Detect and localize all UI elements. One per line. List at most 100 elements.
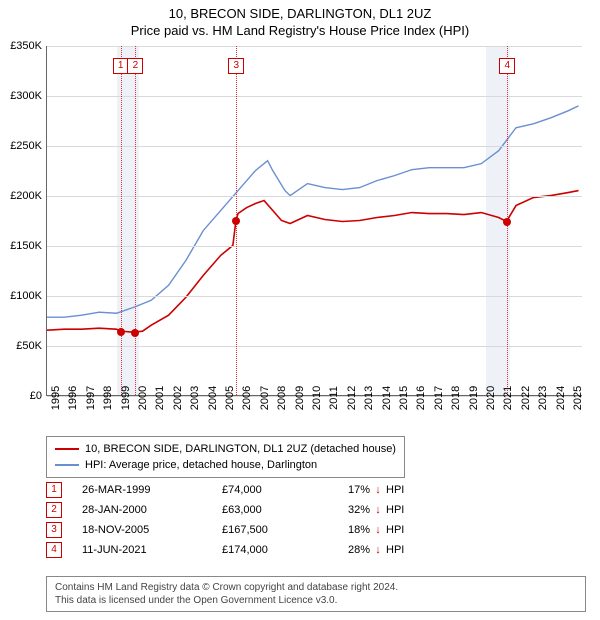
y-axis-tick: £300K <box>2 90 42 102</box>
event-pct: 28% <box>322 544 370 556</box>
gridline <box>47 296 582 297</box>
gridline <box>47 246 582 247</box>
x-axis-tick: 2006 <box>241 386 253 410</box>
x-axis-tick: 2007 <box>259 386 271 410</box>
event-hpi-label: HPI <box>386 504 416 516</box>
chart-title: 10, BRECON SIDE, DARLINGTON, DL1 2UZ Pri… <box>0 0 600 40</box>
x-axis-tick: 2025 <box>572 386 584 410</box>
event-price: £174,000 <box>222 544 322 556</box>
event-hpi-label: HPI <box>386 524 416 536</box>
x-axis-tick: 2020 <box>485 386 497 410</box>
event-hpi-label: HPI <box>386 544 416 556</box>
x-axis-tick: 2016 <box>415 386 427 410</box>
y-axis-tick: £50K <box>2 340 42 352</box>
x-axis-tick: 2018 <box>450 386 462 410</box>
x-axis-tick: 1998 <box>102 386 114 410</box>
event-marker-box: 1 <box>113 58 129 74</box>
y-axis-tick: £0 <box>2 390 42 402</box>
event-marker-box: 4 <box>499 58 515 74</box>
x-axis-tick: 2014 <box>381 386 393 410</box>
gridline <box>47 346 582 347</box>
y-axis-tick: £150K <box>2 240 42 252</box>
x-axis-tick: 2023 <box>537 386 549 410</box>
chart-plot-area: 12 3 4 <box>46 46 582 396</box>
x-axis-tick: 2009 <box>294 386 306 410</box>
x-axis-tick: 2019 <box>468 386 480 410</box>
event-hpi-label: HPI <box>386 484 416 496</box>
down-arrow-icon: ↓ <box>370 544 386 556</box>
x-axis-tick: 2001 <box>154 386 166 410</box>
legend-swatch <box>55 448 79 450</box>
y-axis-tick: £250K <box>2 140 42 152</box>
event-row: 2 28-JAN-2000£63,00032%↓HPI <box>46 500 416 520</box>
event-pct: 17% <box>322 484 370 496</box>
x-axis-tick: 2022 <box>520 386 532 410</box>
x-axis-tick: 1997 <box>85 386 97 410</box>
x-axis-tick: 2008 <box>276 386 288 410</box>
y-axis-tick: £350K <box>2 40 42 52</box>
event-number: 3 <box>46 522 62 538</box>
sale-dot <box>232 217 240 225</box>
title-address: 10, BRECON SIDE, DARLINGTON, DL1 2UZ <box>10 6 590 21</box>
title-subtitle: Price paid vs. HM Land Registry's House … <box>10 23 590 38</box>
x-axis-tick: 2004 <box>207 386 219 410</box>
y-axis-tick: £100K <box>2 290 42 302</box>
event-row: 3 18-NOV-2005£167,50018%↓HPI <box>46 520 416 540</box>
x-axis-tick: 2002 <box>172 386 184 410</box>
event-date: 11-JUN-2021 <box>82 544 222 556</box>
legend-label: 10, BRECON SIDE, DARLINGTON, DL1 2UZ (de… <box>85 441 396 457</box>
x-axis-tick: 2024 <box>555 386 567 410</box>
down-arrow-icon: ↓ <box>370 484 386 496</box>
event-row: 1 26-MAR-1999£74,00017%↓HPI <box>46 480 416 500</box>
legend: 10, BRECON SIDE, DARLINGTON, DL1 2UZ (de… <box>46 436 405 478</box>
x-axis-tick: 1999 <box>120 386 132 410</box>
gridline <box>47 146 582 147</box>
x-axis-tick: 2010 <box>311 386 323 410</box>
event-row: 4 11-JUN-2021£174,00028%↓HPI <box>46 540 416 560</box>
x-axis-tick: 1995 <box>50 386 62 410</box>
events-table: 126-MAR-1999£74,00017%↓HPI228-JAN-2000£6… <box>46 480 416 560</box>
attribution-footer: Contains HM Land Registry data © Crown c… <box>46 576 586 612</box>
x-axis-tick: 2012 <box>346 386 358 410</box>
sale-dot <box>131 329 139 337</box>
event-marker-box: 2 <box>127 58 143 74</box>
x-axis-tick: 2017 <box>433 386 445 410</box>
x-axis-tick: 2015 <box>398 386 410 410</box>
down-arrow-icon: ↓ <box>370 504 386 516</box>
gridline <box>47 196 582 197</box>
legend-swatch <box>55 464 79 466</box>
event-number: 4 <box>46 542 62 558</box>
sale-dot <box>503 218 511 226</box>
down-arrow-icon: ↓ <box>370 524 386 536</box>
event-marker-box: 3 <box>228 58 244 74</box>
event-date: 26-MAR-1999 <box>82 484 222 496</box>
event-date: 28-JAN-2000 <box>82 504 222 516</box>
event-price: £167,500 <box>222 524 322 536</box>
x-axis-tick: 2013 <box>363 386 375 410</box>
x-axis-tick: 2000 <box>137 386 149 410</box>
event-number: 1 <box>46 482 62 498</box>
chart-series-svg <box>47 46 582 395</box>
event-price: £74,000 <box>222 484 322 496</box>
event-vline <box>121 46 122 395</box>
series-line-hpi <box>47 106 579 317</box>
event-date: 18-NOV-2005 <box>82 524 222 536</box>
x-axis-tick: 1996 <box>67 386 79 410</box>
event-pct: 32% <box>322 504 370 516</box>
x-axis-tick: 2003 <box>189 386 201 410</box>
legend-item: 10, BRECON SIDE, DARLINGTON, DL1 2UZ (de… <box>55 441 396 457</box>
sale-dot <box>117 328 125 336</box>
footer-line: This data is licensed under the Open Gov… <box>55 594 577 607</box>
event-price: £63,000 <box>222 504 322 516</box>
footer-line: Contains HM Land Registry data © Crown c… <box>55 581 577 594</box>
event-pct: 18% <box>322 524 370 536</box>
legend-label: HPI: Average price, detached house, Darl… <box>85 457 317 473</box>
x-axis-tick: 2005 <box>224 386 236 410</box>
x-axis-tick: 2021 <box>502 386 514 410</box>
event-vline <box>135 46 136 395</box>
series-line-price_paid <box>47 191 579 333</box>
y-axis-tick: £200K <box>2 190 42 202</box>
legend-item: HPI: Average price, detached house, Darl… <box>55 457 396 473</box>
event-number: 2 <box>46 502 62 518</box>
gridline <box>47 96 582 97</box>
